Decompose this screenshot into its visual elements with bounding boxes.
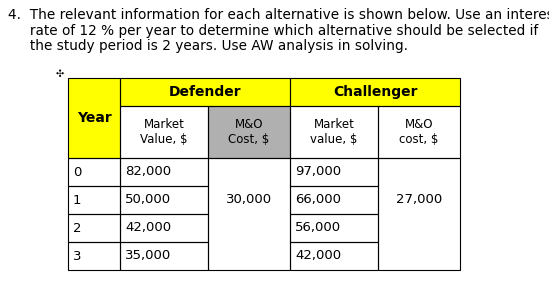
Bar xyxy=(290,186,378,214)
Bar xyxy=(208,106,290,158)
Text: 56,000: 56,000 xyxy=(295,221,341,234)
Text: 42,000: 42,000 xyxy=(295,249,341,262)
Text: M&O
cost, $: M&O cost, $ xyxy=(399,118,439,146)
Bar xyxy=(68,158,120,186)
Text: M&O
Cost, $: M&O Cost, $ xyxy=(228,118,270,146)
Text: Defender: Defender xyxy=(169,85,242,99)
Bar xyxy=(290,78,460,106)
Bar xyxy=(68,242,120,270)
Text: 82,000: 82,000 xyxy=(125,166,171,179)
Bar xyxy=(68,214,120,242)
Text: 30,000: 30,000 xyxy=(226,194,272,207)
Bar xyxy=(120,78,290,106)
Bar xyxy=(68,78,120,158)
Text: 35,000: 35,000 xyxy=(125,249,171,262)
Bar xyxy=(290,106,378,158)
Text: 50,000: 50,000 xyxy=(125,194,171,207)
Text: ✣: ✣ xyxy=(56,69,64,79)
Bar xyxy=(378,106,460,158)
Text: 2: 2 xyxy=(73,221,81,234)
Bar xyxy=(378,158,460,270)
Text: 3: 3 xyxy=(73,249,81,262)
Bar xyxy=(290,78,460,106)
Bar xyxy=(208,106,290,158)
Bar xyxy=(120,158,208,186)
Bar xyxy=(120,106,208,158)
Text: 27,000: 27,000 xyxy=(396,194,442,207)
Text: 66,000: 66,000 xyxy=(295,194,341,207)
Text: 4.  The relevant information for each alternative is shown below. Use an interes: 4. The relevant information for each alt… xyxy=(8,8,549,22)
Bar xyxy=(120,78,290,106)
Bar xyxy=(120,214,208,242)
Bar xyxy=(68,78,120,158)
Text: Market
value, $: Market value, $ xyxy=(310,118,358,146)
Text: Challenger: Challenger xyxy=(333,85,417,99)
Bar xyxy=(290,214,378,242)
Text: rate of 12 % per year to determine which alternative should be selected if: rate of 12 % per year to determine which… xyxy=(8,23,538,38)
Text: the study period is 2 years. Use AW analysis in solving.: the study period is 2 years. Use AW anal… xyxy=(8,39,408,53)
Bar xyxy=(68,186,120,214)
Bar xyxy=(208,158,290,270)
Bar xyxy=(120,186,208,214)
Text: 97,000: 97,000 xyxy=(295,166,341,179)
Text: 0: 0 xyxy=(73,166,81,179)
Text: 42,000: 42,000 xyxy=(125,221,171,234)
Text: 1: 1 xyxy=(73,194,81,207)
Text: Market
Value, $: Market Value, $ xyxy=(140,118,188,146)
Bar xyxy=(290,242,378,270)
Bar xyxy=(120,242,208,270)
Text: Year: Year xyxy=(77,111,111,125)
Bar xyxy=(290,158,378,186)
